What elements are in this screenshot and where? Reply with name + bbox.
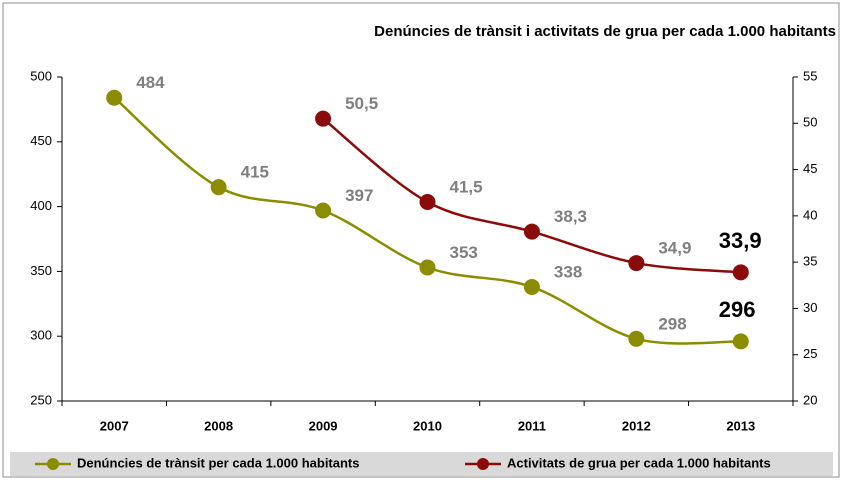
value-label: 338	[554, 262, 582, 281]
y2-tick-label: 40	[803, 207, 817, 222]
y2-tick-label: 55	[803, 68, 817, 83]
y-tick-label: 300	[30, 328, 52, 343]
x-tick-label: 2008	[204, 418, 233, 433]
value-label: 41,5	[450, 177, 483, 196]
marker	[523, 278, 540, 295]
y-tick-label: 250	[30, 392, 52, 407]
marker	[106, 89, 123, 106]
marker	[210, 179, 227, 196]
legend-marker	[477, 458, 489, 470]
y-tick-label: 450	[30, 133, 52, 148]
x-tick-label: 2011	[518, 418, 546, 433]
x-tick-label: 2009	[309, 418, 338, 433]
x-tick-label: 2010	[413, 418, 442, 433]
value-label: 298	[658, 314, 686, 333]
legend-marker	[47, 458, 59, 470]
marker	[315, 202, 332, 219]
value-label: 353	[450, 243, 478, 262]
marker	[732, 264, 749, 281]
marker	[523, 223, 540, 240]
value-label: 50,5	[345, 94, 378, 113]
x-tick-label: 2007	[100, 418, 129, 433]
x-tick-label: 2013	[726, 418, 755, 433]
value-label: 296	[719, 297, 756, 322]
y-tick-label: 400	[30, 198, 52, 213]
y2-tick-label: 45	[803, 161, 817, 176]
y2-tick-label: 20	[803, 392, 817, 407]
value-label: 34,9	[658, 239, 691, 258]
marker	[732, 333, 749, 350]
value-label: 484	[136, 73, 165, 92]
y2-tick-label: 50	[803, 115, 817, 130]
y2-tick-label: 25	[803, 346, 817, 361]
y2-tick-label: 30	[803, 300, 817, 315]
legend-label: Activitats de grua per cada 1.000 habita…	[507, 455, 771, 470]
marker	[419, 193, 436, 210]
chart-title: Denúncies de trànsit i activitats de gru…	[374, 23, 836, 40]
marker	[628, 330, 645, 347]
value-label: 33,9	[719, 228, 762, 253]
y2-tick-label: 35	[803, 254, 817, 269]
y-tick-label: 350	[30, 263, 52, 278]
y-tick-label: 500	[30, 68, 52, 83]
legend-label: Denúncies de trànsit per cada 1.000 habi…	[77, 455, 360, 470]
legend-bar	[10, 452, 833, 476]
x-tick-label: 2012	[622, 418, 651, 433]
value-label: 38,3	[554, 207, 587, 226]
value-label: 415	[241, 163, 269, 182]
marker	[315, 110, 332, 127]
marker	[628, 255, 645, 272]
marker	[419, 259, 436, 276]
value-label: 397	[345, 186, 373, 205]
